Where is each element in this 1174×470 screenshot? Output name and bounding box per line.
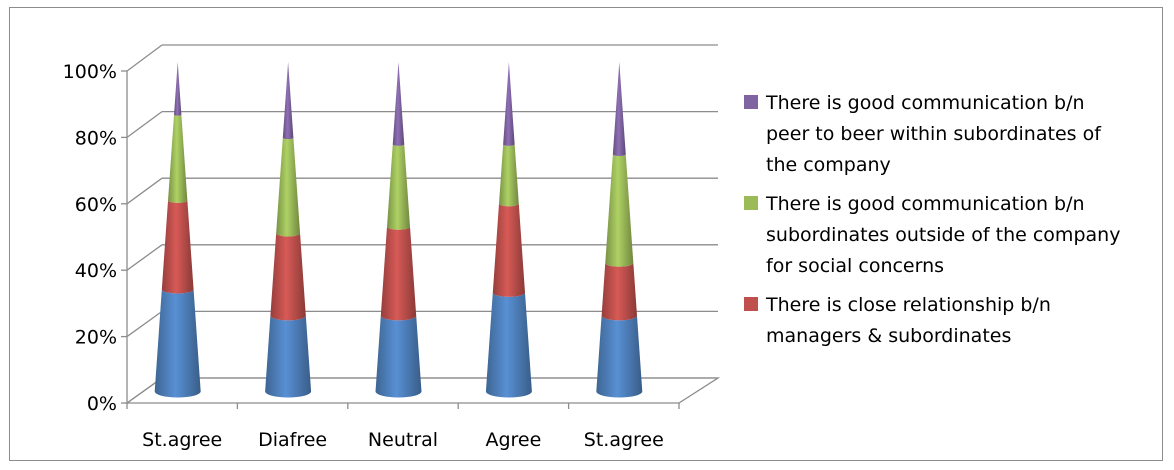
- legend-swatch-red: [744, 297, 758, 311]
- y-tick-label: 80%: [75, 127, 117, 149]
- x-tick-label: Neutral: [368, 429, 438, 451]
- legend-swatch-green: [744, 196, 758, 210]
- y-tick-label: 20%: [75, 327, 117, 349]
- cone-segment: [270, 233, 306, 321]
- legend-label: There is good communication b/n peer to …: [766, 92, 1101, 176]
- cone-segment: [492, 203, 525, 297]
- x-tick-label: Diafree: [258, 429, 327, 451]
- cone-segment: [375, 315, 422, 398]
- cone-segment: [596, 315, 643, 398]
- legend-label: There is good communication b/n subordin…: [766, 193, 1121, 277]
- cone-segment: [392, 62, 405, 146]
- cone-segment: [168, 114, 188, 203]
- gridline-side: [126, 310, 163, 338]
- cone-segment: [485, 292, 532, 398]
- cone-segment: [282, 62, 294, 140]
- chart-floor: [124, 377, 721, 404]
- legend-item-peer-communication: There is good communication b/n peer to …: [734, 88, 1134, 181]
- cone-segment: [154, 289, 201, 398]
- x-tick-label: St.agree: [584, 429, 664, 451]
- y-tick-label: 60%: [75, 194, 117, 216]
- cone-segment: [387, 144, 410, 230]
- y-tick-label: 0%: [87, 393, 117, 415]
- legend-swatch-purple: [744, 95, 758, 109]
- cone-segment: [265, 315, 312, 398]
- chart-legend: There is good communication b/n peer to …: [734, 88, 1134, 360]
- cone-segment: [161, 200, 194, 294]
- cone-segment: [499, 144, 519, 207]
- y-tick-label: 40%: [75, 260, 117, 282]
- cone-segment: [174, 62, 182, 116]
- legend-item-close-relationship: There is close relationship b/n managers…: [734, 290, 1134, 352]
- cone-segment: [380, 226, 417, 321]
- gridline-side: [126, 177, 163, 205]
- y-tick-label: 100%: [63, 61, 117, 83]
- legend-label: There is close relationship b/n managers…: [766, 294, 1051, 347]
- cone-segment: [503, 62, 515, 146]
- chart-plot: 0% 20% 40% 60% 80% 100% St.agree Diafree Neutral…: [63, 44, 721, 451]
- legend-item-outside-communication: There is good communication b/n subordin…: [734, 189, 1134, 282]
- cone-segment: [612, 62, 626, 156]
- cone-segment: [601, 262, 638, 321]
- gridline-side: [126, 244, 163, 271]
- chart-frame: 0% 20% 40% 60% 80% 100% St.agree Diafree Neutral…: [9, 7, 1163, 461]
- gridline-side: [126, 44, 163, 72]
- gridline-side: [126, 111, 163, 138]
- x-tick-label: Agree: [485, 429, 541, 451]
- cone-segment: [276, 137, 301, 237]
- cone-segment: [605, 154, 634, 267]
- x-tick-label: St.agree: [142, 429, 222, 451]
